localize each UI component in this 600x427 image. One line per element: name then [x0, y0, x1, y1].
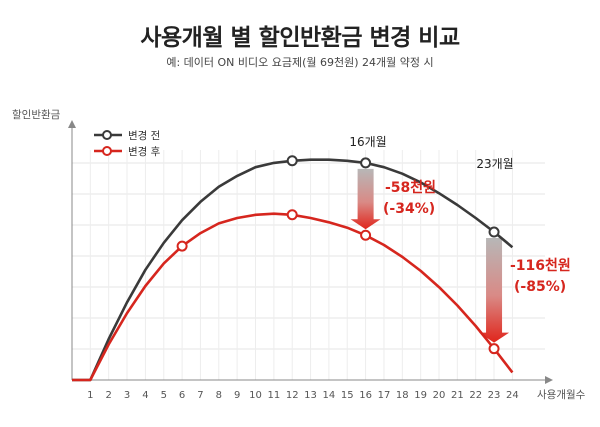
annotation-23-diff-percent: (-85%) [514, 279, 566, 295]
series-marker-after-23 [488, 343, 500, 355]
legend-after-marker [102, 146, 112, 156]
series-marker-before-16 [360, 157, 372, 169]
x-tick-label: 1 [87, 390, 93, 401]
chart-title: 사용개월 별 할인반환금 변경 비교 [140, 25, 460, 51]
x-tick-label: 8 [216, 390, 222, 401]
x-tick-label: 3 [124, 390, 130, 401]
annotation-16-diff-amount: -58천원 [385, 180, 436, 196]
axis-layer: 할인반환금 사용개월수 [12, 109, 586, 401]
annotation-23-month-label: 23개월 [476, 157, 513, 171]
x-tick-label: 21 [451, 390, 464, 401]
x-tick-label: 22 [469, 390, 482, 401]
x-tick-label: 11 [267, 390, 280, 401]
x-tick-labels: 1 2 3 4 5 6 7 8 9 10 11 12 13 14 15 16 17 18 19 20 21 22 23 24 [87, 390, 519, 401]
legend-before-label: 변경 전 [128, 129, 160, 142]
x-tick-label: 23 [488, 390, 501, 401]
x-tick-label: 20 [433, 390, 446, 401]
x-tick-label: 16 [359, 390, 372, 401]
x-axis-label: 사용개월수 [537, 389, 586, 401]
difference-arrow-16 [350, 168, 381, 230]
annotation-23-diff-amount: -116천원 [510, 258, 571, 274]
legend: 변경 전 변경 후 [94, 129, 161, 158]
legend-after-label: 변경 후 [128, 145, 161, 158]
x-tick-label: 18 [396, 390, 409, 401]
y-axis-label: 할인반환금 [12, 109, 61, 121]
x-tick-label: 14 [323, 390, 336, 401]
series-marker-before-12 [286, 155, 298, 167]
x-tick-label: 19 [414, 390, 427, 401]
annotation-16-month-label: 16개월 [349, 135, 386, 149]
annotation-16-diff-percent: (-34%) [383, 201, 435, 217]
x-tick-label: 13 [304, 390, 317, 401]
y-axis-arrowhead [68, 120, 76, 128]
x-tick-label: 5 [161, 390, 167, 401]
legend-before-marker [102, 130, 112, 140]
x-tick-label: 6 [179, 390, 185, 401]
annotation-layer: 16개월 -58천원 (-34%) 23개월 -116천원 (-85%) [349, 135, 570, 295]
series-marker-after-16 [360, 229, 372, 241]
series-marker-after-6 [176, 240, 188, 252]
series-marker-before-23 [488, 226, 500, 238]
series-layer [72, 155, 514, 382]
x-tick-label: 17 [378, 390, 391, 401]
chart-subtitle: 예: 데이터 ON 비디오 요금제(월 69천원) 24개월 약정 시 [166, 56, 434, 69]
x-tick-label: 9 [234, 390, 240, 401]
difference-arrow-23 [479, 238, 510, 343]
x-tick-label: 4 [142, 390, 148, 401]
x-tick-label: 15 [341, 390, 354, 401]
difference-arrows [350, 168, 510, 343]
grid-layer [72, 150, 545, 380]
x-axis-arrowhead [545, 376, 553, 384]
x-tick-label: 24 [506, 390, 519, 401]
x-tick-label: 7 [197, 390, 203, 401]
x-tick-label: 12 [286, 390, 299, 401]
series-marker-after-12 [286, 209, 298, 221]
x-tick-label: 2 [106, 390, 112, 401]
x-tick-label: 10 [249, 390, 262, 401]
